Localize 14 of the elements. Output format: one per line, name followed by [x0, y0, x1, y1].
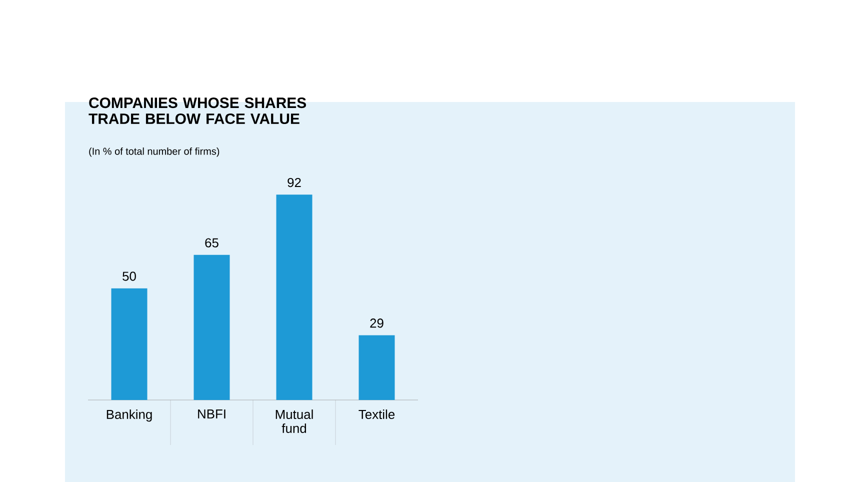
x-tick-label: NBFI [198, 410, 226, 418]
data-label: 92 [288, 178, 301, 188]
x-tick-label: Textile [358, 410, 395, 420]
bar [358, 335, 395, 400]
chart-title: COMPANIES WHOSE SHARES TRADE BELOW FACE VALUE [88, 98, 306, 124]
chart-subtitle: (In % of total number of firms) [89, 148, 220, 157]
bar [276, 194, 312, 400]
x-tick-label: Banking [106, 410, 152, 422]
bar [111, 288, 148, 400]
data-label: 50 [122, 272, 136, 281]
data-label: 29 [370, 318, 384, 328]
data-label: 65 [205, 238, 218, 248]
bar [194, 254, 230, 400]
x-tick-label: Mutual fund [276, 410, 313, 433]
